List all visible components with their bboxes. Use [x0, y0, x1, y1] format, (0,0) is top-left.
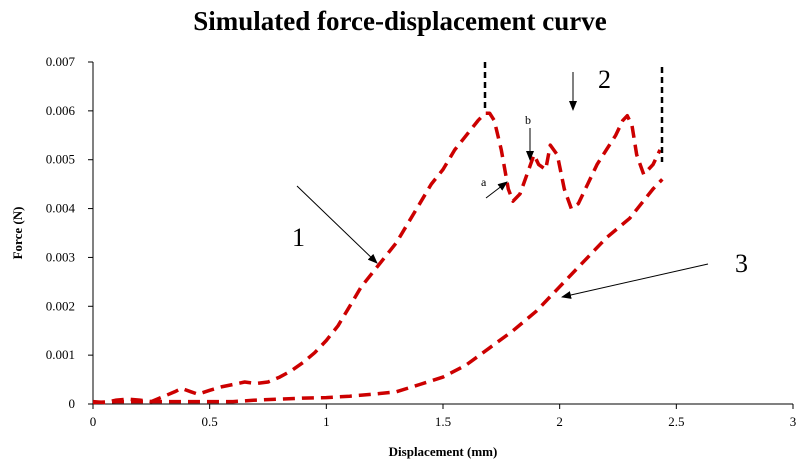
annotation-label-b: b — [525, 113, 531, 127]
boundary-markers — [483, 62, 664, 162]
series-group — [92, 111, 664, 405]
axes — [92, 62, 793, 405]
y-tick-label: 0.004 — [46, 201, 76, 216]
y-tick-group: 0 0.001 0.002 0.003 0.004 0.005 0.006 0.007 — [46, 54, 93, 411]
annotation-label-3: 3 — [735, 249, 748, 278]
x-tick-label: 3 — [790, 414, 797, 429]
x-tick-label: 2.5 — [668, 414, 684, 429]
x-tick-label: 0.5 — [202, 414, 218, 429]
x-tick-label: 1.5 — [435, 414, 451, 429]
x-tick-label: 1 — [323, 414, 330, 429]
annotation-label-2: 2 — [598, 65, 611, 94]
series-line-1 — [92, 111, 662, 405]
y-tick-label: 0 — [69, 396, 76, 411]
y-axis-label: Force (N) — [10, 207, 25, 260]
annotation-labels: 1 2 3 a b — [292, 65, 748, 278]
series-line-2 — [92, 178, 664, 405]
arrow-label-a — [485, 181, 508, 199]
x-tick-group: 0 0.5 1 1.5 2 2.5 3 — [90, 404, 797, 429]
annotation-label-a: a — [481, 175, 487, 189]
y-tick-label: 0.006 — [46, 103, 76, 118]
chart-title: Simulated force-displacement curve — [193, 6, 606, 36]
y-tick-label: 0.003 — [46, 249, 75, 264]
y-tick-label: 0.002 — [46, 298, 75, 313]
y-tick-label: 0.007 — [46, 54, 76, 69]
annotation-arrows — [296, 72, 709, 299]
y-tick-label: 0.001 — [46, 347, 75, 362]
x-axis-label: Displacement (mm) — [389, 444, 498, 459]
x-tick-label: 2 — [556, 414, 563, 429]
y-tick-label: 0.005 — [46, 152, 75, 167]
annotation-label-1: 1 — [292, 223, 305, 252]
x-tick-label: 0 — [90, 414, 97, 429]
arrow-label-3 — [561, 263, 709, 299]
arrow-label-1 — [296, 185, 378, 264]
